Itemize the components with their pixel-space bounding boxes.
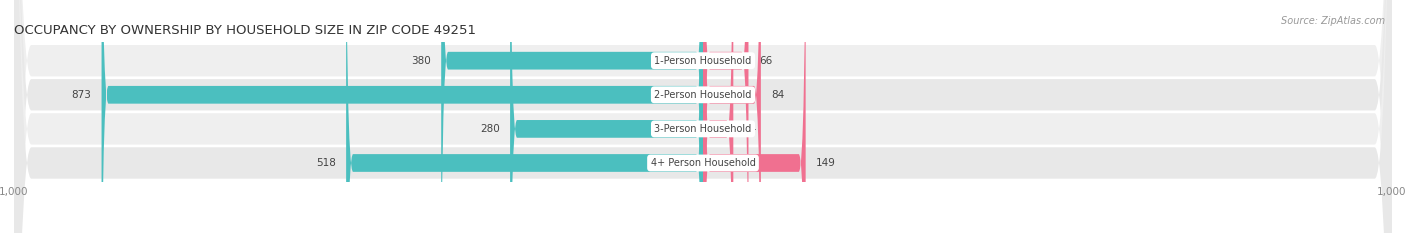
Text: 84: 84 xyxy=(772,90,785,100)
FancyBboxPatch shape xyxy=(510,0,703,233)
Legend: Owner-occupied, Renter-occupied: Owner-occupied, Renter-occupied xyxy=(595,231,811,233)
Text: 280: 280 xyxy=(479,124,499,134)
Text: 3-Person Household: 3-Person Household xyxy=(654,124,752,134)
Text: 380: 380 xyxy=(411,56,430,66)
FancyBboxPatch shape xyxy=(441,0,703,233)
Text: 873: 873 xyxy=(72,90,91,100)
Text: 2-Person Household: 2-Person Household xyxy=(654,90,752,100)
Text: 4+ Person Household: 4+ Person Household xyxy=(651,158,755,168)
FancyBboxPatch shape xyxy=(346,0,703,233)
FancyBboxPatch shape xyxy=(14,0,1392,233)
Text: 149: 149 xyxy=(815,158,835,168)
Text: 518: 518 xyxy=(316,158,336,168)
FancyBboxPatch shape xyxy=(703,0,734,233)
FancyBboxPatch shape xyxy=(14,0,1392,233)
FancyBboxPatch shape xyxy=(14,0,1392,233)
FancyBboxPatch shape xyxy=(703,0,761,233)
Text: 1-Person Household: 1-Person Household xyxy=(654,56,752,66)
FancyBboxPatch shape xyxy=(703,0,806,233)
Text: OCCUPANCY BY OWNERSHIP BY HOUSEHOLD SIZE IN ZIP CODE 49251: OCCUPANCY BY OWNERSHIP BY HOUSEHOLD SIZE… xyxy=(14,24,477,37)
Text: Source: ZipAtlas.com: Source: ZipAtlas.com xyxy=(1281,16,1385,26)
Text: 44: 44 xyxy=(744,124,756,134)
FancyBboxPatch shape xyxy=(703,0,748,233)
FancyBboxPatch shape xyxy=(101,0,703,233)
FancyBboxPatch shape xyxy=(14,0,1392,233)
Text: 66: 66 xyxy=(759,56,772,66)
